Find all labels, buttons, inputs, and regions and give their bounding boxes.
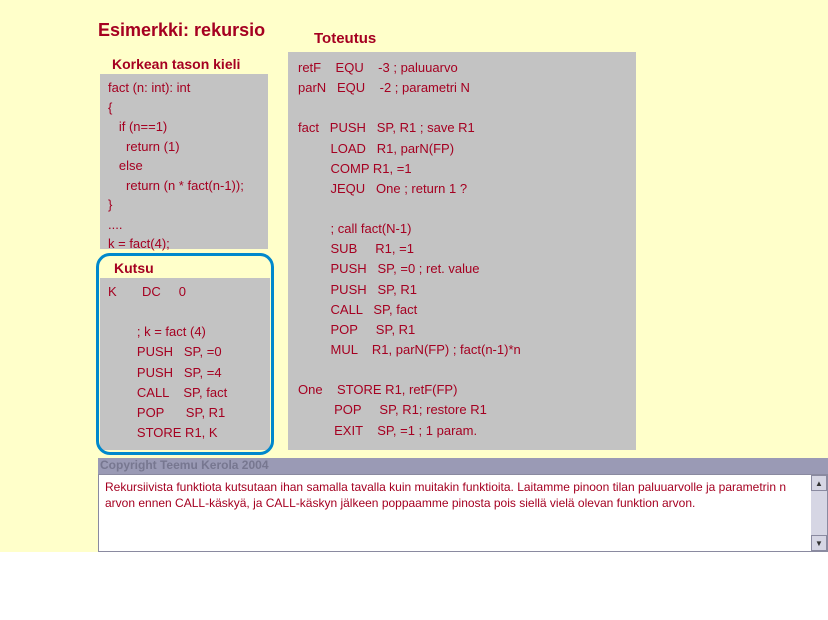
code-line: else <box>108 156 260 176</box>
explanation-panel: Rekursiivista funktiota kutsutaan ihan s… <box>98 474 828 552</box>
toteutus-heading: Toteutus <box>314 30 376 47</box>
code-line: k = fact(4); <box>108 234 260 254</box>
korkean-heading: Korkean tason kieli <box>112 56 240 72</box>
code-line: } <box>108 195 260 215</box>
scroll-up-icon[interactable]: ▲ <box>811 475 827 491</box>
scroll-down-icon[interactable]: ▼ <box>811 535 827 551</box>
explanation-text: Rekursiivista funktiota kutsutaan ihan s… <box>99 475 811 551</box>
slide-area: Esimerkki: rekursio Toteutus Korkean tas… <box>0 0 828 552</box>
code-line: .... <box>108 215 260 235</box>
code-line: return (n * fact(n-1)); <box>108 176 260 196</box>
kutsu-heading: Kutsu <box>114 260 154 276</box>
kutsu-code-box: K DC 0 ; k = fact (4) PUSH SP, =0 PUSH S… <box>100 278 270 450</box>
toteutus-code-box: retF EQU -3 ; paluuarvo parN EQU -2 ; pa… <box>288 52 636 450</box>
code-line: { <box>108 98 260 118</box>
high-level-code-box: fact (n: int): int { if (n==1) return (1… <box>100 74 268 249</box>
code-line: return (1) <box>108 137 260 157</box>
code-line: fact (n: int): int <box>108 78 260 98</box>
slide-title: Esimerkki: rekursio <box>98 20 265 41</box>
code-line: if (n==1) <box>108 117 260 137</box>
copyright-bar: Copyright Teemu Kerola 2004 <box>98 458 828 474</box>
scrollbar[interactable]: ▲ ▼ <box>811 475 827 551</box>
